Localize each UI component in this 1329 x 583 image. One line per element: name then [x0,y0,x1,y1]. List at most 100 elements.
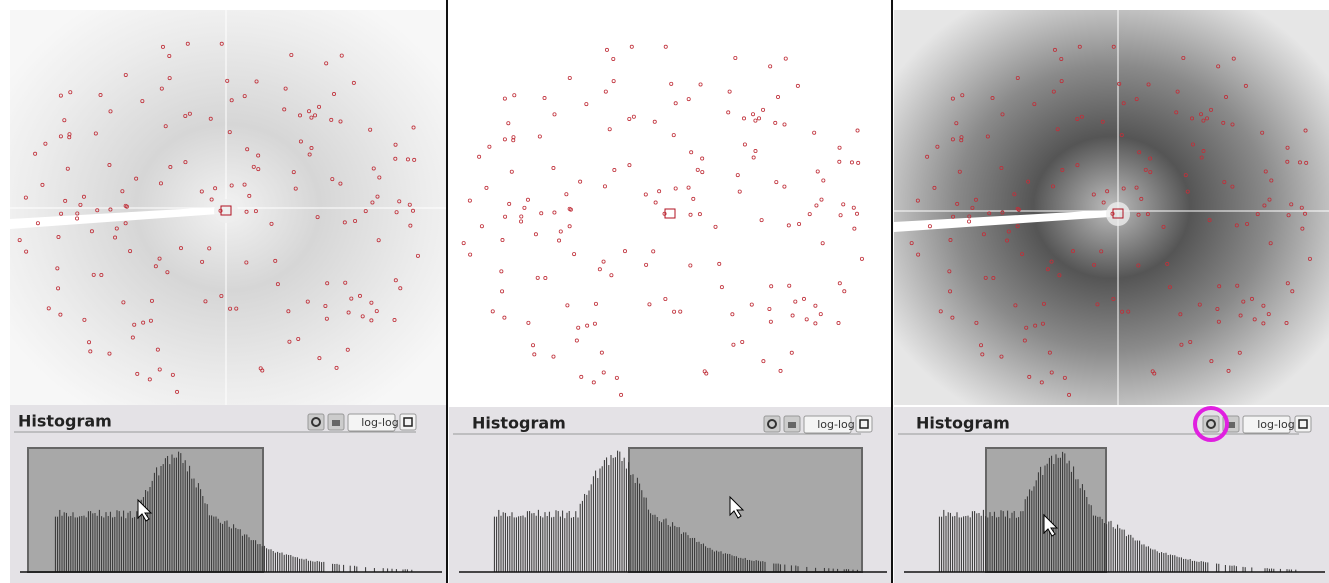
spot [543,276,548,281]
spot [1183,173,1188,178]
spot [315,215,320,220]
spot [200,259,205,264]
spot [1263,169,1268,174]
spot [1201,118,1206,123]
spot [578,179,583,184]
spot [601,370,606,375]
beam-center [214,199,238,223]
spot [1079,114,1084,119]
popout-button[interactable] [1294,415,1312,433]
mouse-cursor [1043,513,1059,537]
spot [203,299,208,304]
spot [369,300,374,305]
spot [269,221,274,226]
spot [1139,196,1144,201]
refresh-icon [1206,419,1216,429]
spot [1000,112,1005,117]
spot [1000,210,1005,215]
scale-button-label[interactable]: log-log [1257,418,1295,431]
spot [631,114,636,119]
spot [644,262,649,267]
spot [185,41,190,46]
spot [1181,55,1186,60]
spot [782,122,787,127]
spot [1052,47,1057,52]
spot [1262,203,1267,208]
spot [704,371,709,376]
spot [1134,185,1139,190]
spot [307,109,312,114]
spot [502,137,507,142]
spot [374,309,379,314]
spot [735,173,740,178]
spot [1230,122,1235,127]
spot [1269,178,1274,183]
spot [1033,323,1038,328]
spot [1209,107,1214,112]
spot [275,282,280,287]
popout-button[interactable] [855,415,873,433]
spot [1216,319,1221,324]
spot [412,157,417,162]
spot [123,72,128,77]
icon-button[interactable] [1202,415,1220,433]
diffraction-image [449,10,891,405]
spot [813,303,818,308]
spot [673,101,678,106]
spot [1039,380,1044,385]
spot [1249,296,1254,301]
spot [1013,303,1018,308]
spot [607,127,612,132]
spot [519,214,524,219]
scale-button-label[interactable]: log-log [361,416,399,429]
spot [1152,371,1157,376]
spot [647,302,652,307]
spot [1145,212,1150,217]
spot [1190,116,1195,121]
spot [407,202,412,207]
spot [511,135,516,140]
scale-button[interactable] [1242,415,1291,434]
spot [163,124,168,129]
spot [1137,150,1142,155]
spot [974,320,979,325]
scale-button[interactable] [347,413,396,432]
spot [967,219,972,224]
spot [603,89,608,94]
spot [740,339,745,344]
spot [979,343,984,348]
spot [287,339,292,344]
spot [1015,75,1020,80]
spot [602,184,607,189]
spot [75,216,80,221]
spot [959,135,964,140]
spot [113,235,118,240]
spot [1243,83,1248,88]
spot [789,350,794,355]
spot [991,276,996,281]
spot [782,184,787,189]
spot [841,202,846,207]
spot [91,272,96,277]
spot [1179,342,1184,347]
popout-button[interactable] [399,413,417,431]
spot [627,116,632,121]
spot [394,210,399,215]
spot [915,198,920,203]
icon-button[interactable] [307,413,325,431]
scale-button[interactable] [803,415,852,434]
scale-button-label[interactable]: log-log [817,418,855,431]
spot [93,131,98,136]
spot [58,312,63,317]
spot [1050,184,1055,189]
spot [332,92,337,97]
spot [324,61,329,66]
spot [790,313,795,318]
spot [256,167,261,172]
spot [757,116,762,121]
spot [1165,261,1170,266]
spot [167,53,172,58]
spot [43,141,48,146]
spot [324,316,329,321]
icon-button[interactable] [763,415,781,433]
